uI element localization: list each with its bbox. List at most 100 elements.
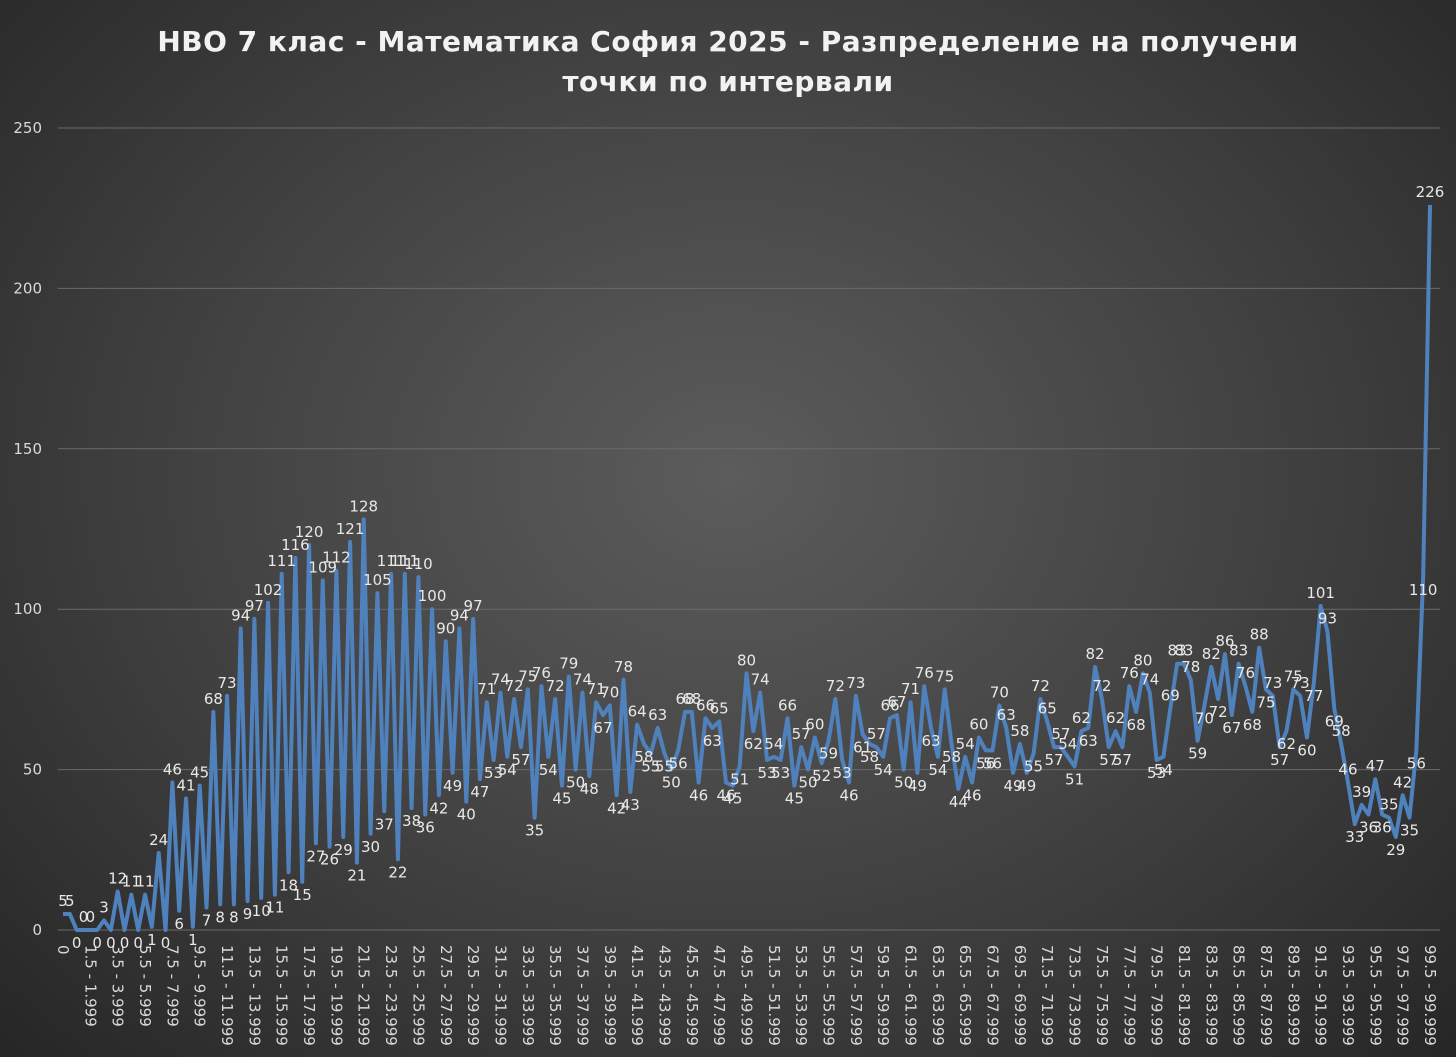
data-label: 67: [887, 693, 906, 711]
data-label: 68: [1243, 716, 1262, 734]
data-label: 46: [689, 786, 708, 804]
data-label: 60: [805, 716, 824, 734]
data-label: 21: [347, 867, 366, 885]
chart-title: НВО 7 клас - Математика София 2025 - Раз…: [157, 25, 1299, 98]
data-label: 94: [450, 606, 469, 624]
data-label: 62: [1106, 709, 1125, 727]
data-label: 71: [477, 680, 496, 698]
data-label: 58: [1010, 722, 1029, 740]
data-label: 69: [1161, 687, 1180, 705]
data-label: 100: [418, 587, 447, 605]
data-label: 109: [308, 558, 337, 576]
data-label: 0: [92, 934, 102, 952]
x-tick-label: 75.5 - 75.999: [1093, 945, 1111, 1046]
data-label: 51: [730, 770, 749, 788]
data-label: 55: [655, 758, 674, 776]
data-label: 50: [566, 774, 585, 792]
data-label: 86: [1215, 632, 1234, 650]
data-label: 97: [245, 597, 264, 615]
data-label: 42: [607, 799, 626, 817]
data-label: 73: [846, 674, 865, 692]
data-label: 29: [334, 841, 353, 859]
data-label: 24: [149, 831, 168, 849]
data-label: 74: [751, 671, 770, 689]
x-tick-label: 5.5 - 5.999: [136, 945, 154, 1027]
data-label: 49: [1004, 777, 1023, 795]
data-label: 46: [839, 786, 858, 804]
data-label: 105: [363, 571, 392, 589]
data-label: 33: [1345, 828, 1364, 846]
y-tick-label: 100: [13, 600, 42, 618]
data-label: 75: [518, 667, 537, 685]
data-label: 63: [703, 732, 722, 750]
data-label: 58: [860, 748, 879, 766]
data-label: 68: [1127, 716, 1146, 734]
data-label: 63: [997, 706, 1016, 724]
data-label: 55: [1024, 758, 1043, 776]
data-label: 54: [539, 761, 558, 779]
data-label: 48: [580, 780, 599, 798]
x-tick-label: 45.5 - 45.999: [683, 945, 701, 1046]
x-tick-label: 81.5 - 81.999: [1175, 945, 1193, 1046]
data-label: 78: [614, 658, 633, 676]
data-label: 80: [737, 651, 756, 669]
data-label: 94: [231, 606, 250, 624]
x-tick-label: 93.5 - 93.999: [1339, 945, 1357, 1046]
data-label: 0: [133, 934, 143, 952]
data-label: 49: [443, 777, 462, 795]
data-label: 67: [1222, 719, 1241, 737]
data-label: 112: [322, 549, 351, 567]
data-label: 0: [106, 934, 116, 952]
x-tick-label: 15.5 - 15.999: [273, 945, 291, 1046]
data-label: 56: [983, 754, 1002, 772]
y-tick-label: 0: [32, 921, 42, 939]
data-label: 1: [147, 931, 157, 949]
data-label: 42: [429, 799, 448, 817]
data-label: 70: [1195, 709, 1214, 727]
x-tick-label: 19.5 - 19.999: [327, 945, 345, 1046]
data-label: 10: [252, 902, 271, 920]
y-tick-label: 200: [13, 279, 42, 297]
data-label: 45: [785, 790, 804, 808]
data-label: 44: [949, 793, 968, 811]
data-label: 50: [894, 774, 913, 792]
data-label: 15: [293, 886, 312, 904]
data-label: 76: [1120, 664, 1139, 682]
data-label: 72: [1092, 677, 1111, 695]
data-label: 53: [771, 764, 790, 782]
x-tick-label: 21.5 - 21.999: [355, 945, 373, 1046]
x-tick-label: 47.5 - 47.999: [710, 945, 728, 1046]
data-label: 52: [812, 767, 831, 785]
x-tick-label: 1.5 - 1.999: [81, 945, 99, 1027]
data-label: 62: [1072, 709, 1091, 727]
y-tick-label: 50: [23, 761, 42, 779]
data-label: 22: [388, 863, 407, 881]
data-label: 27: [306, 847, 325, 865]
data-label: 50: [662, 774, 681, 792]
data-label: 75: [1256, 693, 1275, 711]
data-label: 57: [792, 725, 811, 743]
data-label: 46: [1338, 760, 1357, 778]
data-label: 36: [1373, 819, 1392, 837]
data-label: 63: [1079, 732, 1098, 750]
x-tick-label: 55.5 - 55.999: [820, 945, 838, 1046]
data-label: 18: [279, 876, 298, 894]
x-tick-label: 83.5 - 83.999: [1202, 945, 1220, 1046]
data-label: 59: [1188, 745, 1207, 763]
x-tick-label: 97.5 - 97.999: [1394, 945, 1412, 1046]
data-label: 68: [204, 690, 223, 708]
data-label: 55: [641, 758, 660, 776]
data-label: 5: [65, 892, 75, 910]
data-label: 54: [1154, 761, 1173, 779]
x-tick-label: 25.5 - 25.999: [409, 945, 427, 1046]
data-label: 53: [1147, 764, 1166, 782]
data-label: 69: [1325, 713, 1344, 731]
data-label: 111: [390, 552, 419, 570]
data-label: 58: [634, 748, 653, 766]
data-label: 46: [716, 786, 735, 804]
data-label: 36: [1359, 819, 1378, 837]
data-label: 8: [215, 908, 225, 926]
data-label: 72: [1031, 677, 1050, 695]
x-tick-label: 41.5 - 41.999: [628, 945, 646, 1046]
x-tick-label: 99.5 - 99.999: [1421, 945, 1439, 1046]
